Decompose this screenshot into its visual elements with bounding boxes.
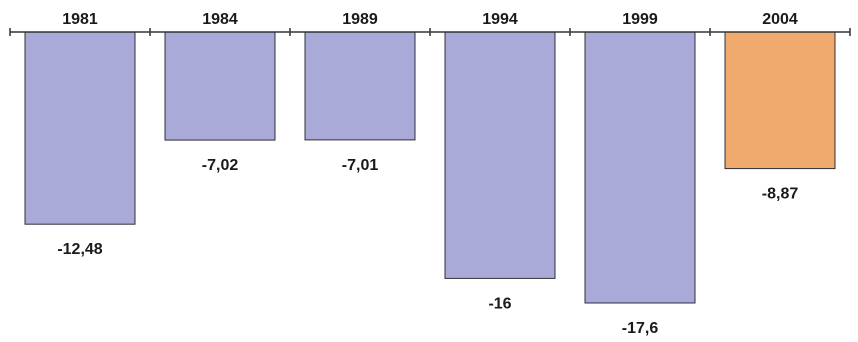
category-label-1994: 1994	[482, 11, 518, 28]
labels-group: 1981 -12,48 1984 -7,02 1989 -7,01 1994 -16 1999 -…	[57, 11, 798, 337]
bar-1984	[164, 31, 276, 141]
category-label-1981: 1981	[62, 11, 98, 28]
value-label-1984: -7,02	[202, 157, 239, 174]
bar-1989	[304, 31, 416, 141]
bar-1981	[24, 31, 136, 225]
bar-1999	[584, 31, 696, 304]
category-label-1984: 1984	[202, 11, 238, 28]
category-label-1989: 1989	[342, 11, 378, 28]
value-label-1994: -16	[488, 295, 511, 312]
bars-group	[24, 31, 836, 304]
bar-2004	[724, 31, 836, 170]
value-label-2004: -8,87	[762, 186, 799, 203]
axis-group	[9, 28, 851, 36]
value-label-1999: -17,6	[622, 320, 659, 337]
category-label-2004: 2004	[762, 11, 798, 28]
category-label-1999: 1999	[622, 11, 658, 28]
bar-1994	[444, 31, 556, 279]
value-label-1981: -12,48	[57, 241, 102, 258]
value-label-1989: -7,01	[342, 157, 379, 174]
